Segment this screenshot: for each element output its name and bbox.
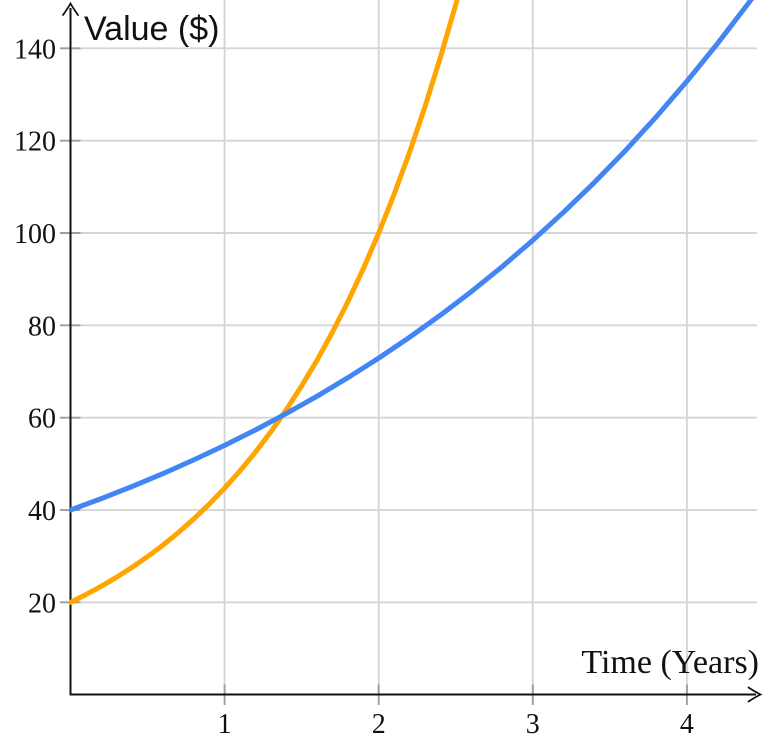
x-tick-label: 1 xyxy=(218,709,232,738)
y-tick-label: 20 xyxy=(28,588,56,619)
x-tick-label: 4 xyxy=(680,709,694,738)
x-tick-label: 3 xyxy=(526,709,540,738)
y-axis-arrowhead-icon xyxy=(62,1,79,16)
y-axis-label: Value ($) xyxy=(84,10,219,48)
blue-growth-curve xyxy=(69,0,754,513)
x-axis-label: Time (Years) xyxy=(581,644,759,681)
y-tick-label: 40 xyxy=(28,496,56,527)
x-tick-labels: 1 2 3 4 xyxy=(218,709,694,738)
axis-tick-marks xyxy=(60,47,688,705)
x-axis-arrowhead-icon xyxy=(747,686,763,703)
y-tick-label: 120 xyxy=(14,127,56,158)
horizontal-gridlines xyxy=(70,47,757,604)
vertical-gridlines xyxy=(223,0,688,695)
series-curves xyxy=(69,0,754,605)
y-tick-label: 140 xyxy=(14,34,56,65)
y-tick-labels: 20 40 60 80 100 120 140 xyxy=(14,34,56,619)
axes xyxy=(62,1,763,703)
x-tick-label: 2 xyxy=(372,709,386,738)
y-tick-label: 60 xyxy=(28,404,56,435)
y-tick-label: 100 xyxy=(14,219,56,250)
orange-growth-curve xyxy=(69,0,460,605)
y-tick-label: 80 xyxy=(28,311,56,342)
